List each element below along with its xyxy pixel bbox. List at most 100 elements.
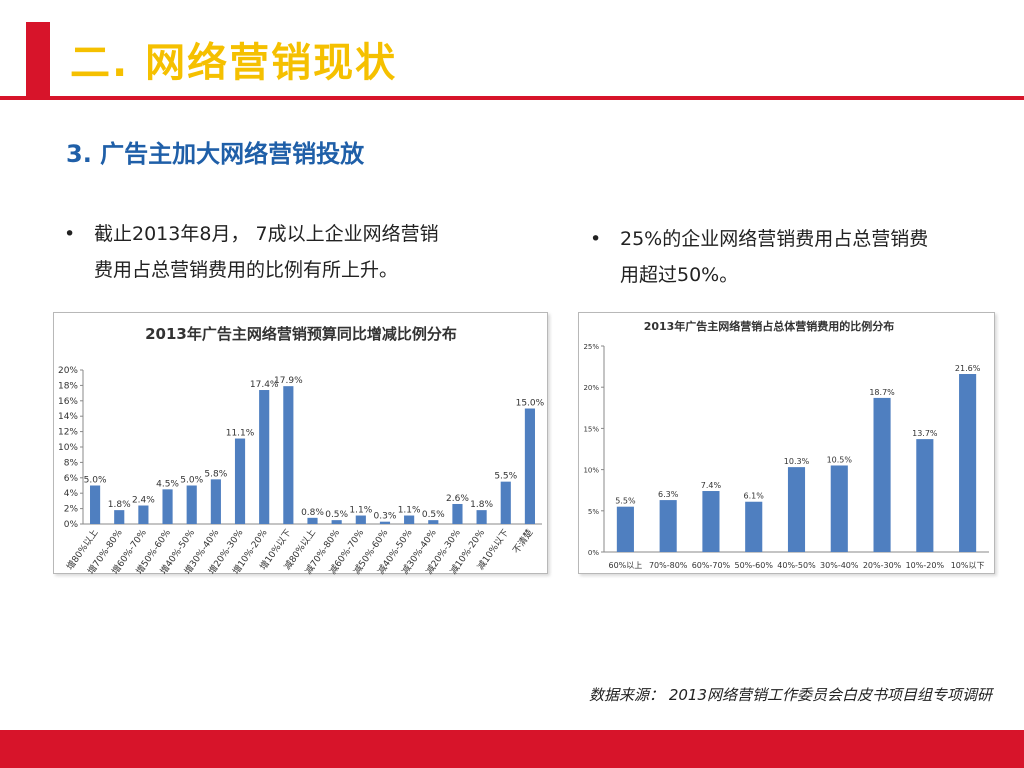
chart0-bar [283,386,294,524]
page-title: 二. 网络营销现状 [70,40,398,86]
marketing-share-chart: 2013年广告主网络营销占总体营销费用的比例分布 0% 5% 10% 15% 20% 25%… [578,312,995,574]
section-title: 3. 广告主加大网络营销投放 [66,140,365,168]
bullet-right: • 25%的企业网络营销费用占总营销费 用超过50%。 [590,221,992,293]
chart1-y-tick-label: 0% [588,549,599,557]
budget-change-chart-svg: 2013年广告主网络营销预算同比增减比例分布 0% 2% 4% 6% 8% 10% 12% 14… [58,325,545,575]
chart1-bar [916,439,934,552]
chart1-y-tick-label: 5% [588,508,599,516]
chart1-category-label: 60%-70% [692,561,731,570]
chart0-data-label: 5.0% [84,476,107,486]
chart1-category-label: 10%-20% [906,561,945,570]
chart1-y-tick-label: 25% [583,343,599,351]
chart0-bar [307,517,318,524]
footer-bar [0,730,1024,768]
chart0-bar [90,485,101,524]
chart0-bar [452,503,463,524]
chart0-data-label: 17.9% [274,376,303,386]
bullet-left-line2: 费用占总营销费用的比例有所上升。 [94,259,399,281]
chart0-y-tick-label: 0% [64,520,79,530]
chart0-data-label: 5.8% [204,469,227,479]
chart1-y-tick-label: 15% [583,425,599,433]
chart0-bar [379,521,391,524]
chart1-data-label: 13.7% [912,429,938,438]
chart0-data-label: 1.1% [349,506,372,516]
chart0-data-label: 11.1% [226,429,255,439]
chart0-data-label: 5.5% [494,472,517,482]
chart1-bar [787,467,806,552]
bullet-dot: • [64,223,76,245]
chart0-data-label: 5.0% [180,476,203,486]
chart1-category-label: 70%-80% [649,561,688,570]
chart0-data-label: 1.1% [398,506,421,516]
chart0-bar [500,481,511,524]
bullet-dot: • [590,228,602,250]
chart1-category-label: 60%以上 [608,561,642,570]
chart1-bar [659,500,677,552]
chart0-data-label: 0.5% [325,510,348,520]
chart0-bar [210,479,221,524]
chart0-data-label: 1.8% [108,500,131,510]
chart1-data-label: 10.3% [784,457,810,466]
chart1-category-label: 40%-50% [777,561,816,570]
bullet-left-line1: 截止2013年8月， 7成以上企业网络营销 [94,223,439,245]
chart0-bar [234,438,246,524]
chart0-bar [162,489,173,524]
chart1-bar [959,374,977,552]
chart0-data-label: 2.4% [132,496,155,506]
chart1-bar [702,491,720,552]
chart0-category-label: 不清楚 [510,527,535,556]
title-underline [0,96,1024,100]
chart0-y-tick-label: 14% [58,412,78,422]
chart0-bar [404,515,415,524]
chart0-y-tick-label: 6% [64,474,79,484]
chart0-data-label: 4.5% [156,479,179,489]
chart0-bar [476,510,487,524]
marketing-share-chart-svg: 2013年广告主网络营销占总体营销费用的比例分布 0% 5% 10% 15% 20% 25%… [583,319,989,570]
chart0-y-tick-label: 8% [64,458,79,468]
chart0-bar [186,485,197,524]
chart1-category-label: 50%-60% [734,561,773,570]
chart0-y-tick-label: 10% [58,443,78,453]
chart1-bar [830,465,848,552]
chart0-y-tick-label: 2% [64,505,79,515]
chart0-y-tick-label: 18% [58,381,78,391]
chart1-category-label: 30%-40% [820,561,859,570]
chart0-data-label: 0.8% [301,508,324,518]
chart1-bar [873,397,891,552]
chart1-y-tick-label: 10% [583,467,599,475]
chart0-data-label: 17.4% [250,380,279,390]
chart1-data-label: 6.1% [744,492,765,501]
chart0-y-tick-label: 4% [64,489,79,499]
chart1-data-label: 7.4% [701,481,722,490]
chart1-data-label: 18.7% [869,388,895,397]
chart0-bar [524,408,535,524]
chart1-data-label: 5.5% [615,497,636,506]
chart0-bar [138,505,149,524]
data-source-note: 数据来源： 2013网络营销工作委员会白皮书项目组专项调研 [589,686,992,704]
chart0-data-label: 15.0% [516,399,545,409]
chart0-data-label: 1.8% [470,500,493,510]
bullet-right-line1: 25%的企业网络营销费用占总营销费 [620,228,929,250]
chart0-data-label: 0.5% [422,510,445,520]
chart1-category-label: 20%-30% [863,561,902,570]
bullet-left: • 截止2013年8月， 7成以上企业网络营销 费用占总营销费用的比例有所上升。 [64,216,514,288]
chart0-bar [259,390,270,524]
chart0-data-label: 0.3% [374,512,397,522]
chart1-data-label: 10.5% [827,455,853,464]
chart0-y-tick-label: 20% [58,366,78,376]
chart0-y-tick-label: 16% [58,397,78,407]
chart0-bar [114,510,125,524]
bullet-right-line2: 用超过50%。 [620,264,739,286]
chart1-title: 2013年广告主网络营销占总体营销费用的比例分布 [644,319,895,333]
chart0-bar [428,520,439,524]
title-accent-bar [26,22,50,98]
chart0-data-label: 2.6% [446,494,469,504]
chart1-bar [745,501,763,552]
chart0-bar [355,515,366,524]
chart1-category-label: 10%以下 [951,561,985,570]
chart0-title: 2013年广告主网络营销预算同比增减比例分布 [145,325,457,343]
chart0-y-tick-label: 12% [58,428,78,438]
chart1-data-label: 21.6% [955,364,981,373]
chart0-bar [331,520,342,524]
chart1-y-tick-label: 20% [583,384,599,392]
